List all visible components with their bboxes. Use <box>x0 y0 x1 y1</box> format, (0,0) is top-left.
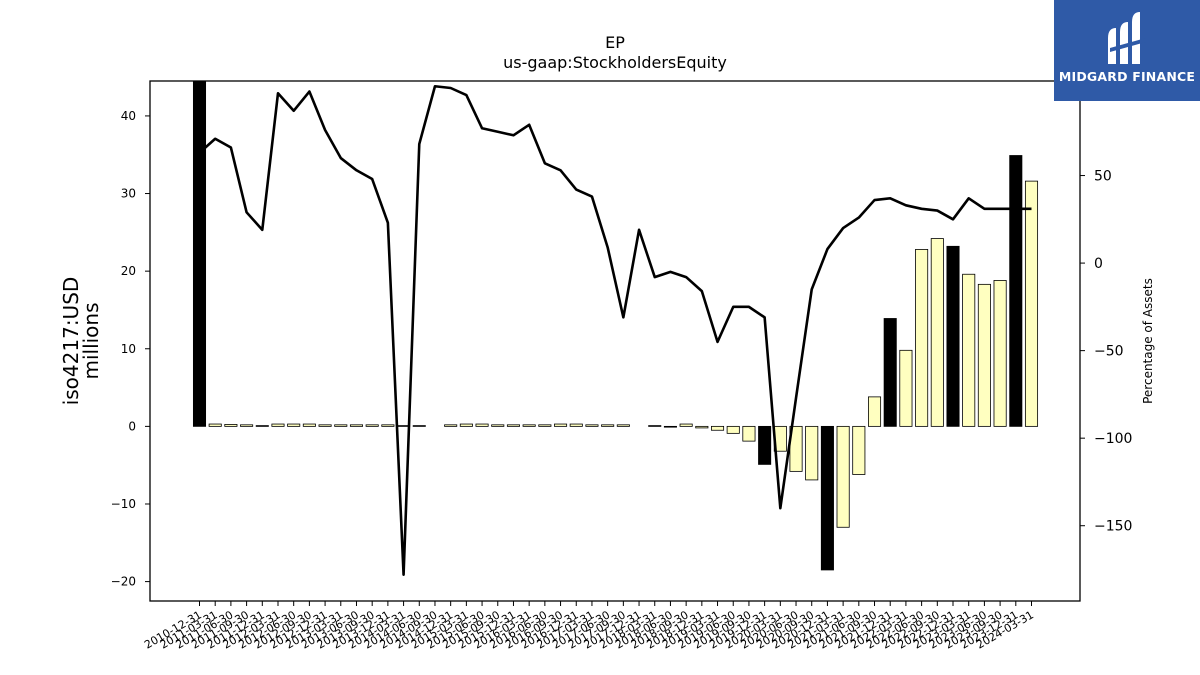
bar-2012-09-30 <box>302 423 316 427</box>
x-axis: 2010-12-312011-03-312011-06-302011-09-30… <box>142 601 1036 652</box>
bar-2019-06-30 <box>726 425 740 434</box>
bar-2014-06-30 <box>412 425 426 427</box>
bar-2016-03-31 <box>522 424 536 427</box>
bar-2018-06-30 <box>663 425 677 428</box>
bar-2015-09-30 <box>491 424 505 427</box>
y2-axis-label: Percentage of Assets <box>1141 278 1155 404</box>
bar-2023-12-31 <box>1009 155 1023 427</box>
bar-2021-12-31 <box>883 318 897 427</box>
bar-2014-12-31 <box>444 424 458 427</box>
y-tick-label-40: 40 <box>121 109 136 123</box>
bar-2018-09-30 <box>679 423 693 427</box>
bar-2022-09-30 <box>930 238 944 427</box>
line-group <box>198 84 1032 577</box>
bar-2020-12-31 <box>820 425 834 571</box>
bar-2021-03-31 <box>836 425 850 528</box>
bar-2020-09-30 <box>805 425 819 481</box>
bar-2021-09-30 <box>868 396 882 427</box>
bar-2018-12-31 <box>695 425 709 429</box>
bar-2012-12-31 <box>318 424 332 427</box>
bar-2023-09-30 <box>993 280 1007 427</box>
y-tick-label-30: 30 <box>121 187 136 201</box>
y2-tick-label--150: −150 <box>1094 519 1132 535</box>
bar-2015-06-30 <box>475 423 489 427</box>
bar-2012-06-30 <box>287 423 301 427</box>
bar-2015-12-31 <box>506 424 520 427</box>
y-axis-label-line2: millions <box>79 302 103 379</box>
line-percentage-of-assets <box>198 84 1032 577</box>
bar-2022-12-31 <box>946 245 960 427</box>
chart-subtitle: us-gaap:StockholdersEquity <box>503 53 727 72</box>
bar-2017-09-30 <box>616 424 630 427</box>
bar-2016-12-31 <box>569 423 583 427</box>
y-tick-label-10: 10 <box>121 342 136 356</box>
y-axis-left: −20 −10 0 10 20 30 40 <box>111 109 150 589</box>
y-tick-label--20: −20 <box>111 575 136 589</box>
bar-2019-03-31 <box>711 425 725 431</box>
bar-2013-06-30 <box>349 424 363 427</box>
chart-title: EP <box>605 33 625 52</box>
bar-2011-09-30 <box>240 424 254 427</box>
y-tick-label-0: 0 <box>128 419 136 433</box>
logo-text: MIDGARD FINANCE <box>1058 69 1196 84</box>
plot-frame <box>149 80 1081 602</box>
y2-tick-label--50: −50 <box>1094 344 1124 360</box>
bar-2017-06-30 <box>601 424 615 427</box>
bar-2011-03-31 <box>208 423 222 427</box>
midgard-logo-icon <box>1108 12 1146 64</box>
bar-2012-03-31 <box>271 423 285 427</box>
bar-2019-12-31 <box>758 425 772 465</box>
bar-2019-09-30 <box>742 425 756 442</box>
midgard-finance-logo: MIDGARD FINANCE <box>1054 0 1200 101</box>
bar-2023-03-31 <box>962 273 976 427</box>
bar-2023-06-30 <box>977 283 991 427</box>
bar-2022-06-30 <box>915 249 929 427</box>
bar-2017-03-31 <box>585 424 599 427</box>
bar-2015-03-31 <box>459 423 473 427</box>
y-tick-label--10: −10 <box>111 497 136 511</box>
bar-2013-09-30 <box>365 424 379 427</box>
bar-2011-06-30 <box>224 424 238 427</box>
bar-2021-06-30 <box>852 425 866 475</box>
bars-group <box>192 80 1039 571</box>
y-axis-right: −150−100−50050100 <box>1080 81 1132 535</box>
y2-tick-label-0: 0 <box>1094 256 1103 272</box>
y-tick-label-20: 20 <box>121 264 136 278</box>
bar-2011-12-31 <box>255 425 269 427</box>
bar-2010-12-31 <box>192 80 207 427</box>
bar-2018-03-31 <box>648 425 662 427</box>
bar-2024-03-31 <box>1024 180 1039 427</box>
bar-2016-06-30 <box>538 424 552 427</box>
y-axis-label-line1: iso4217:USD <box>59 277 83 406</box>
bar-2016-09-30 <box>554 423 568 427</box>
bar-2013-12-31 <box>381 424 395 427</box>
y2-tick-label-50: 50 <box>1094 169 1112 185</box>
bar-2013-03-31 <box>334 424 348 427</box>
bar-2022-03-31 <box>899 349 913 427</box>
y2-tick-label--100: −100 <box>1094 431 1132 447</box>
